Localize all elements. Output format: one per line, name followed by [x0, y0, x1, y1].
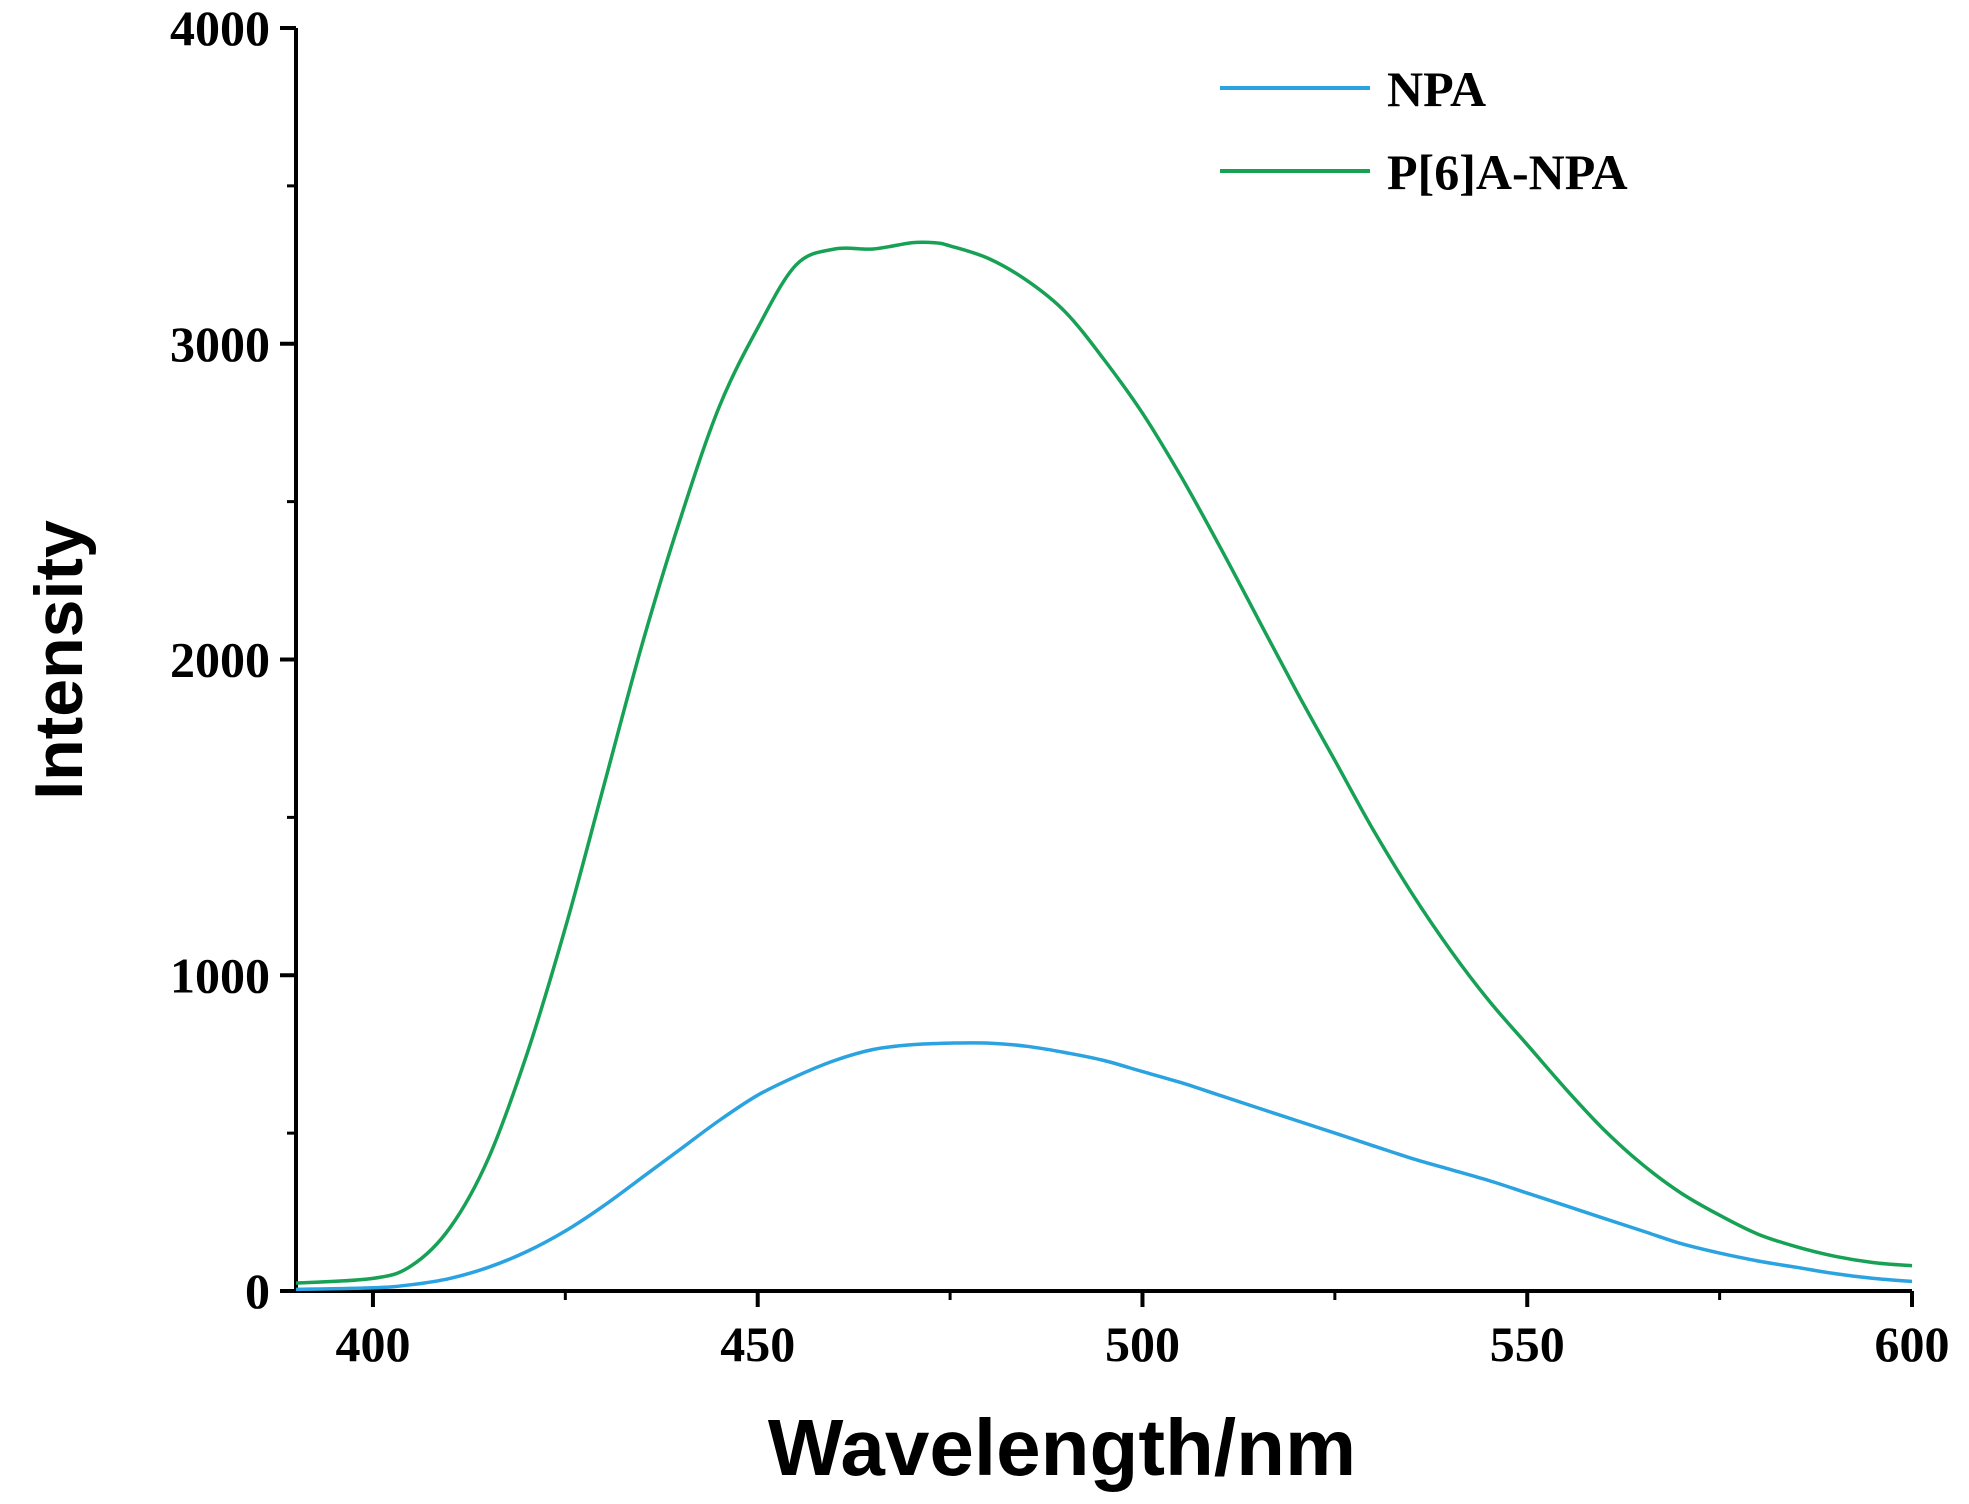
legend-label-npa: NPA	[1387, 61, 1486, 117]
x-tick-label: 450	[720, 1316, 795, 1372]
series-layer	[295, 240, 1913, 1292]
x-tick-label: 400	[335, 1316, 410, 1372]
y-tick-label: 4000	[170, 0, 270, 56]
ticks: 400 450 500 550 600 0 1000 2000 3000 4000	[170, 0, 1950, 1372]
x-axis-title: Wavelength/nm	[768, 1403, 1356, 1492]
series-line-p6a-npa	[295, 240, 1913, 1285]
y-tick-label: 0	[245, 1263, 270, 1319]
axes	[294, 28, 1912, 1293]
legend-label-p6a-npa: P[6]A-NPA	[1387, 144, 1628, 200]
y-tick-label: 1000	[170, 947, 270, 1003]
x-tick-label: 600	[1875, 1316, 1950, 1372]
series-line-npa	[295, 1041, 1913, 1292]
y-axis-title: Intensity	[21, 520, 97, 800]
legend: NPA P[6]A-NPA	[1220, 61, 1628, 200]
y-tick-label: 2000	[170, 632, 270, 688]
x-tick-label: 550	[1490, 1316, 1565, 1372]
x-tick-label: 500	[1105, 1316, 1180, 1372]
y-tick-label: 3000	[170, 316, 270, 372]
